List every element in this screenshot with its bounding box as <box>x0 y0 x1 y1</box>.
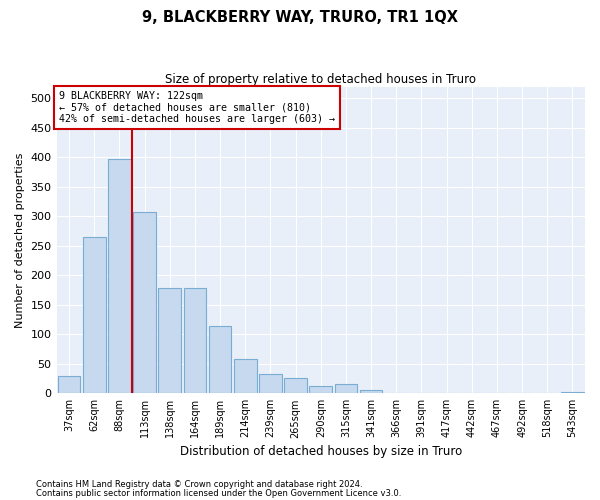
Title: Size of property relative to detached houses in Truro: Size of property relative to detached ho… <box>165 72 476 86</box>
Bar <box>184 288 206 394</box>
Bar <box>385 392 407 394</box>
Bar <box>209 326 232 394</box>
Text: Contains HM Land Registry data © Crown copyright and database right 2024.: Contains HM Land Registry data © Crown c… <box>36 480 362 489</box>
Bar <box>360 390 382 394</box>
Bar <box>561 392 584 394</box>
Bar <box>259 374 282 394</box>
Y-axis label: Number of detached properties: Number of detached properties <box>15 152 25 328</box>
Bar <box>310 386 332 394</box>
Bar <box>58 376 80 394</box>
Bar <box>158 288 181 394</box>
Bar <box>284 378 307 394</box>
Bar <box>83 237 106 394</box>
X-axis label: Distribution of detached houses by size in Truro: Distribution of detached houses by size … <box>179 444 462 458</box>
Text: 9, BLACKBERRY WAY, TRURO, TR1 1QX: 9, BLACKBERRY WAY, TRURO, TR1 1QX <box>142 10 458 25</box>
Bar <box>133 212 156 394</box>
Bar <box>410 392 433 394</box>
Text: Contains public sector information licensed under the Open Government Licence v3: Contains public sector information licen… <box>36 489 401 498</box>
Bar <box>335 384 357 394</box>
Bar <box>108 159 131 394</box>
Bar <box>234 358 257 394</box>
Text: 9 BLACKBERRY WAY: 122sqm
← 57% of detached houses are smaller (810)
42% of semi-: 9 BLACKBERRY WAY: 122sqm ← 57% of detach… <box>59 92 335 124</box>
